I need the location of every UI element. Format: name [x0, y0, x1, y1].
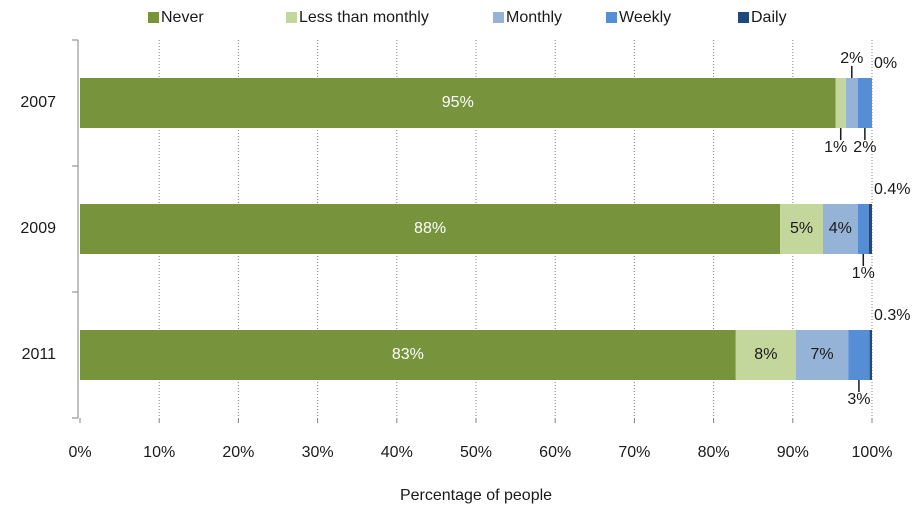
bar-segment [868, 204, 872, 254]
data-label: 0.3% [874, 307, 910, 324]
x-tick-label: 0% [68, 444, 91, 461]
legend-swatch [493, 12, 504, 23]
data-label: 7% [811, 346, 834, 363]
data-label: 3% [847, 391, 870, 408]
x-tick-label: 90% [777, 444, 809, 461]
legend-label: Never [161, 9, 204, 26]
bar-segment [845, 78, 858, 128]
legend-label: Less than monthly [299, 9, 429, 26]
x-tick-label: 80% [698, 444, 730, 461]
y-tick-label: 2011 [22, 346, 57, 363]
x-tick-label: 40% [381, 444, 413, 461]
bar-segment [869, 330, 872, 380]
data-label: 5% [790, 220, 813, 237]
x-tick-label: 20% [222, 444, 254, 461]
x-tick-label: 50% [460, 444, 492, 461]
x-tick-label: 100% [852, 444, 893, 461]
bar-segment [857, 204, 869, 254]
x-tick-label: 60% [539, 444, 571, 461]
data-label: 1% [852, 265, 875, 282]
data-label: 4% [829, 220, 852, 237]
y-tick-label: 2007 [20, 94, 56, 111]
data-label: 2% [853, 139, 876, 156]
legend-swatch [286, 12, 297, 23]
data-label: 95% [442, 94, 474, 111]
bar-segment [80, 330, 736, 380]
bar-segment [80, 78, 836, 128]
data-label: 0.4% [874, 181, 910, 198]
bar-segment [835, 78, 846, 128]
data-label: 8% [754, 346, 777, 363]
bar-segment [780, 204, 823, 254]
legend-label: Weekly [619, 9, 671, 26]
bar-segment [735, 330, 796, 380]
data-label: 83% [392, 346, 424, 363]
legend-label: Monthly [506, 9, 562, 26]
bar-segment [795, 330, 849, 380]
data-label: 2% [840, 50, 863, 67]
bar-segment [848, 330, 870, 380]
data-label: 0% [874, 55, 897, 72]
legend-swatch [148, 12, 159, 23]
bar-segment [857, 78, 872, 128]
x-tick-label: 70% [618, 444, 650, 461]
data-label: 1% [824, 139, 847, 156]
bar-segment [822, 204, 858, 254]
y-tick-label: 2009 [20, 220, 56, 237]
x-tick-label: 30% [302, 444, 334, 461]
bar-segment [80, 204, 781, 254]
legend-label: Daily [751, 9, 787, 26]
legend-swatch [738, 12, 749, 23]
x-tick-label: 10% [143, 444, 175, 461]
x-axis-title: Percentage of people [400, 487, 552, 504]
data-label: 88% [414, 220, 446, 237]
legend-swatch [606, 12, 617, 23]
